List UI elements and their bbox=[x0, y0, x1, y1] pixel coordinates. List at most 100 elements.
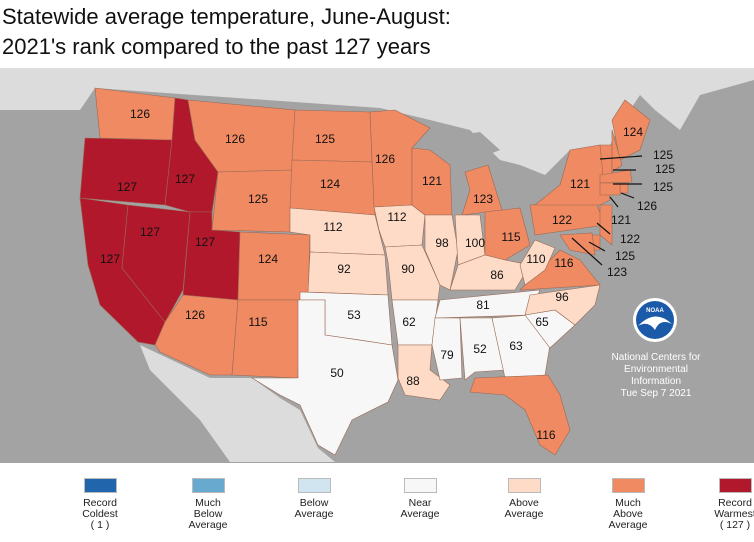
legend-item-near: Near Average bbox=[385, 478, 455, 520]
state-or[interactable] bbox=[79, 137, 173, 206]
leader-line-nj bbox=[596, 222, 611, 235]
rank-label-fl: 116 bbox=[536, 428, 555, 442]
legend-item-much-above: Much Above Average bbox=[593, 478, 663, 531]
state-nh[interactable] bbox=[611, 129, 623, 173]
state-tx[interactable] bbox=[250, 299, 399, 456]
legend-swatch bbox=[297, 478, 331, 493]
legend-label: Record bbox=[83, 497, 117, 509]
state-oh[interactable] bbox=[484, 207, 531, 261]
rank-label-me: 124 bbox=[623, 125, 643, 139]
rank-label-sd: 124 bbox=[320, 177, 340, 191]
legend-label: Average bbox=[188, 519, 228, 531]
rank-label-wi: 121 bbox=[422, 174, 442, 188]
credit-line-1: National Centers for bbox=[612, 352, 702, 363]
leader-line-de bbox=[588, 241, 606, 252]
legend-swatch bbox=[507, 478, 541, 493]
rank-label-nc: 96 bbox=[555, 290, 569, 304]
state-al[interactable] bbox=[459, 317, 506, 381]
rank-label-al: 52 bbox=[473, 342, 487, 356]
rank-label-ma: 125 bbox=[653, 180, 673, 194]
legend-label: Below bbox=[299, 497, 329, 509]
rank-label-mt: 126 bbox=[225, 132, 245, 146]
legend-label: Warmest bbox=[714, 508, 754, 520]
rank-label-in: 100 bbox=[465, 236, 485, 250]
rank-label-vt: 125 bbox=[653, 148, 673, 162]
rank-label-de: 125 bbox=[615, 249, 635, 263]
leader-line-ct bbox=[609, 196, 619, 208]
legend-item-below: Below Average bbox=[279, 478, 349, 520]
rank-label-mi: 123 bbox=[473, 192, 493, 206]
rank-label-tn: 81 bbox=[476, 298, 490, 312]
legend-label: Below bbox=[193, 508, 223, 520]
legend-swatch bbox=[83, 478, 117, 493]
legend-label: Above bbox=[509, 497, 539, 509]
state-la[interactable] bbox=[397, 344, 451, 401]
state-ky[interactable] bbox=[449, 254, 531, 291]
rank-label-ga: 63 bbox=[509, 339, 523, 353]
state-fl[interactable] bbox=[469, 374, 571, 456]
rank-label-oh: 115 bbox=[501, 230, 520, 244]
noaa-credit: NOAA National Centers for Environmental … bbox=[612, 298, 702, 399]
rank-label-wa: 126 bbox=[130, 107, 150, 121]
great-lakes bbox=[430, 132, 500, 160]
temperature-rank-map: 126 127 127 127 127 127 126 125 124 126 115 125 124 1… bbox=[0, 68, 754, 463]
state-wv[interactable] bbox=[519, 239, 556, 286]
rank-label-co: 124 bbox=[258, 252, 278, 266]
state-md[interactable] bbox=[559, 232, 596, 256]
legend-label: ( 1 ) bbox=[90, 519, 110, 531]
rank-label-or: 127 bbox=[117, 180, 137, 194]
legend-swatch bbox=[718, 478, 752, 493]
title-line-1: Statewide average temperature, June-Augu… bbox=[2, 4, 451, 29]
leader-line-vt bbox=[599, 155, 643, 160]
legend-label: Near bbox=[408, 497, 432, 509]
state-mi[interactable] bbox=[461, 164, 503, 216]
legend-label: Record bbox=[718, 497, 752, 509]
rank-label-il: 98 bbox=[435, 236, 449, 250]
legend-swatch bbox=[403, 478, 437, 493]
rank-label-wv: 110 bbox=[526, 252, 545, 266]
rank-label-ne: 112 bbox=[323, 220, 342, 234]
rank-label-ut: 127 bbox=[195, 235, 215, 249]
legend-item-much-below: Much Below Average bbox=[173, 478, 243, 531]
legend-swatch bbox=[191, 478, 225, 493]
rank-label-tx: 50 bbox=[330, 366, 344, 380]
rank-label-ri: 126 bbox=[637, 199, 657, 213]
legend-label: Coldest bbox=[82, 508, 118, 520]
rank-label-nm: 115 bbox=[248, 315, 267, 329]
rank-label-id: 127 bbox=[175, 172, 195, 186]
noaa-logo-text: NOAA bbox=[646, 308, 664, 314]
rank-label-ct: 121 bbox=[611, 213, 631, 227]
leader-line-ri bbox=[620, 192, 635, 199]
legend-label: Average bbox=[504, 508, 544, 520]
rank-label-ks: 92 bbox=[337, 262, 351, 276]
rank-label-az: 126 bbox=[185, 308, 205, 322]
rank-label-la: 88 bbox=[406, 374, 420, 388]
canada-land bbox=[0, 68, 754, 175]
leader-line-md bbox=[571, 237, 603, 266]
legend-label: Much bbox=[195, 497, 221, 509]
rank-label-ca: 127 bbox=[100, 252, 120, 266]
legend-item-record-warmest: Record Warmest( 127 ) bbox=[700, 478, 754, 531]
state-nm[interactable] bbox=[231, 299, 301, 379]
rank-label-nv: 127 bbox=[140, 225, 160, 239]
rank-label-ny: 121 bbox=[570, 177, 590, 191]
state-ma[interactable] bbox=[599, 169, 633, 184]
state-ga[interactable] bbox=[491, 314, 551, 379]
state-ct[interactable] bbox=[599, 182, 621, 196]
rank-label-nj: 122 bbox=[620, 232, 640, 246]
legend-item-record-coldest: Record Coldest( 1 ) bbox=[65, 478, 135, 531]
map-title: Statewide average temperature, June-Augu… bbox=[2, 2, 451, 62]
state-me[interactable] bbox=[611, 99, 651, 161]
credit-line-3: Information bbox=[631, 376, 681, 387]
state-nv[interactable] bbox=[121, 204, 191, 323]
rank-label-mn: 126 bbox=[375, 152, 395, 166]
rank-label-nh: 125 bbox=[655, 162, 675, 176]
legend-label: Average bbox=[294, 508, 334, 520]
state-ms[interactable] bbox=[431, 317, 463, 381]
rank-label-ok: 53 bbox=[347, 308, 361, 322]
credit-date: Tue Sep 7 2021 bbox=[621, 388, 692, 399]
noaa-bird-icon bbox=[638, 316, 672, 330]
rank-label-wy: 125 bbox=[248, 192, 268, 206]
legend-label: Average bbox=[608, 519, 648, 531]
legend-label: Much bbox=[615, 497, 641, 509]
